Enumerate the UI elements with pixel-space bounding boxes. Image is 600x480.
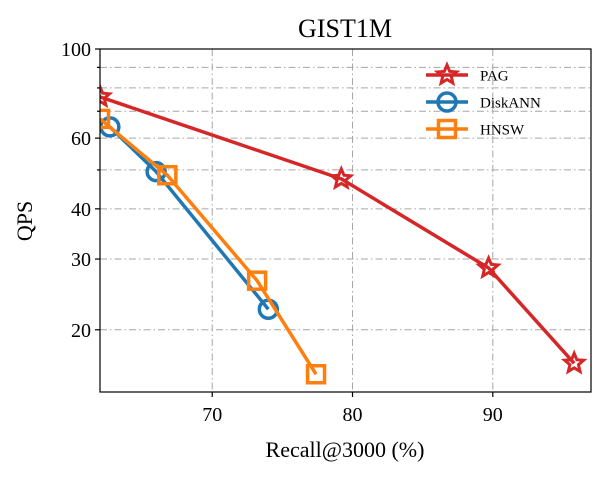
y-tick-label: 60 xyxy=(71,128,91,150)
series-line-hnsw xyxy=(100,117,318,376)
legend-marker-pag xyxy=(433,61,461,87)
y-axis-label: QPS xyxy=(12,201,37,241)
data-point-hnsw xyxy=(100,108,111,130)
legend-label-pag: PAG xyxy=(480,69,509,85)
y-tick-label: 40 xyxy=(71,199,91,221)
plot-frame xyxy=(99,48,592,393)
series-layer xyxy=(100,82,588,385)
data-point-hnsw xyxy=(157,164,178,186)
x-tick-label: 90 xyxy=(483,404,503,426)
series-pag xyxy=(100,82,588,375)
data-point-pag xyxy=(328,164,355,191)
x-tick-label: 80 xyxy=(343,404,363,426)
data-point-pag xyxy=(100,82,114,109)
legend-label-hnsw: HNSW xyxy=(480,123,525,139)
data-point-hnsw xyxy=(246,270,268,291)
series-line-pag xyxy=(100,95,576,365)
series-line-diskann xyxy=(108,125,270,311)
tick-layer: 70 80 90 20 30 40 60 100 xyxy=(61,39,503,426)
legend-label-diskann: DiskANN xyxy=(480,96,541,112)
chart-title: GIST1M xyxy=(298,14,392,43)
series-hnsw xyxy=(100,108,327,385)
x-tick-label: 70 xyxy=(202,404,222,426)
data-point-pag xyxy=(475,254,502,280)
y-tick-label: 30 xyxy=(71,249,91,271)
legend-marker-diskann xyxy=(436,91,458,113)
x-axis-label: Recall@3000 (%) xyxy=(266,437,425,462)
legend: PAG DiskANN HNSW xyxy=(426,61,541,140)
legend-marker-hnsw xyxy=(436,118,458,140)
data-point-hnsw xyxy=(305,363,327,385)
y-tick-label: 100 xyxy=(61,39,91,61)
data-point-pag xyxy=(560,349,588,375)
y-tick-label: 20 xyxy=(71,320,91,342)
